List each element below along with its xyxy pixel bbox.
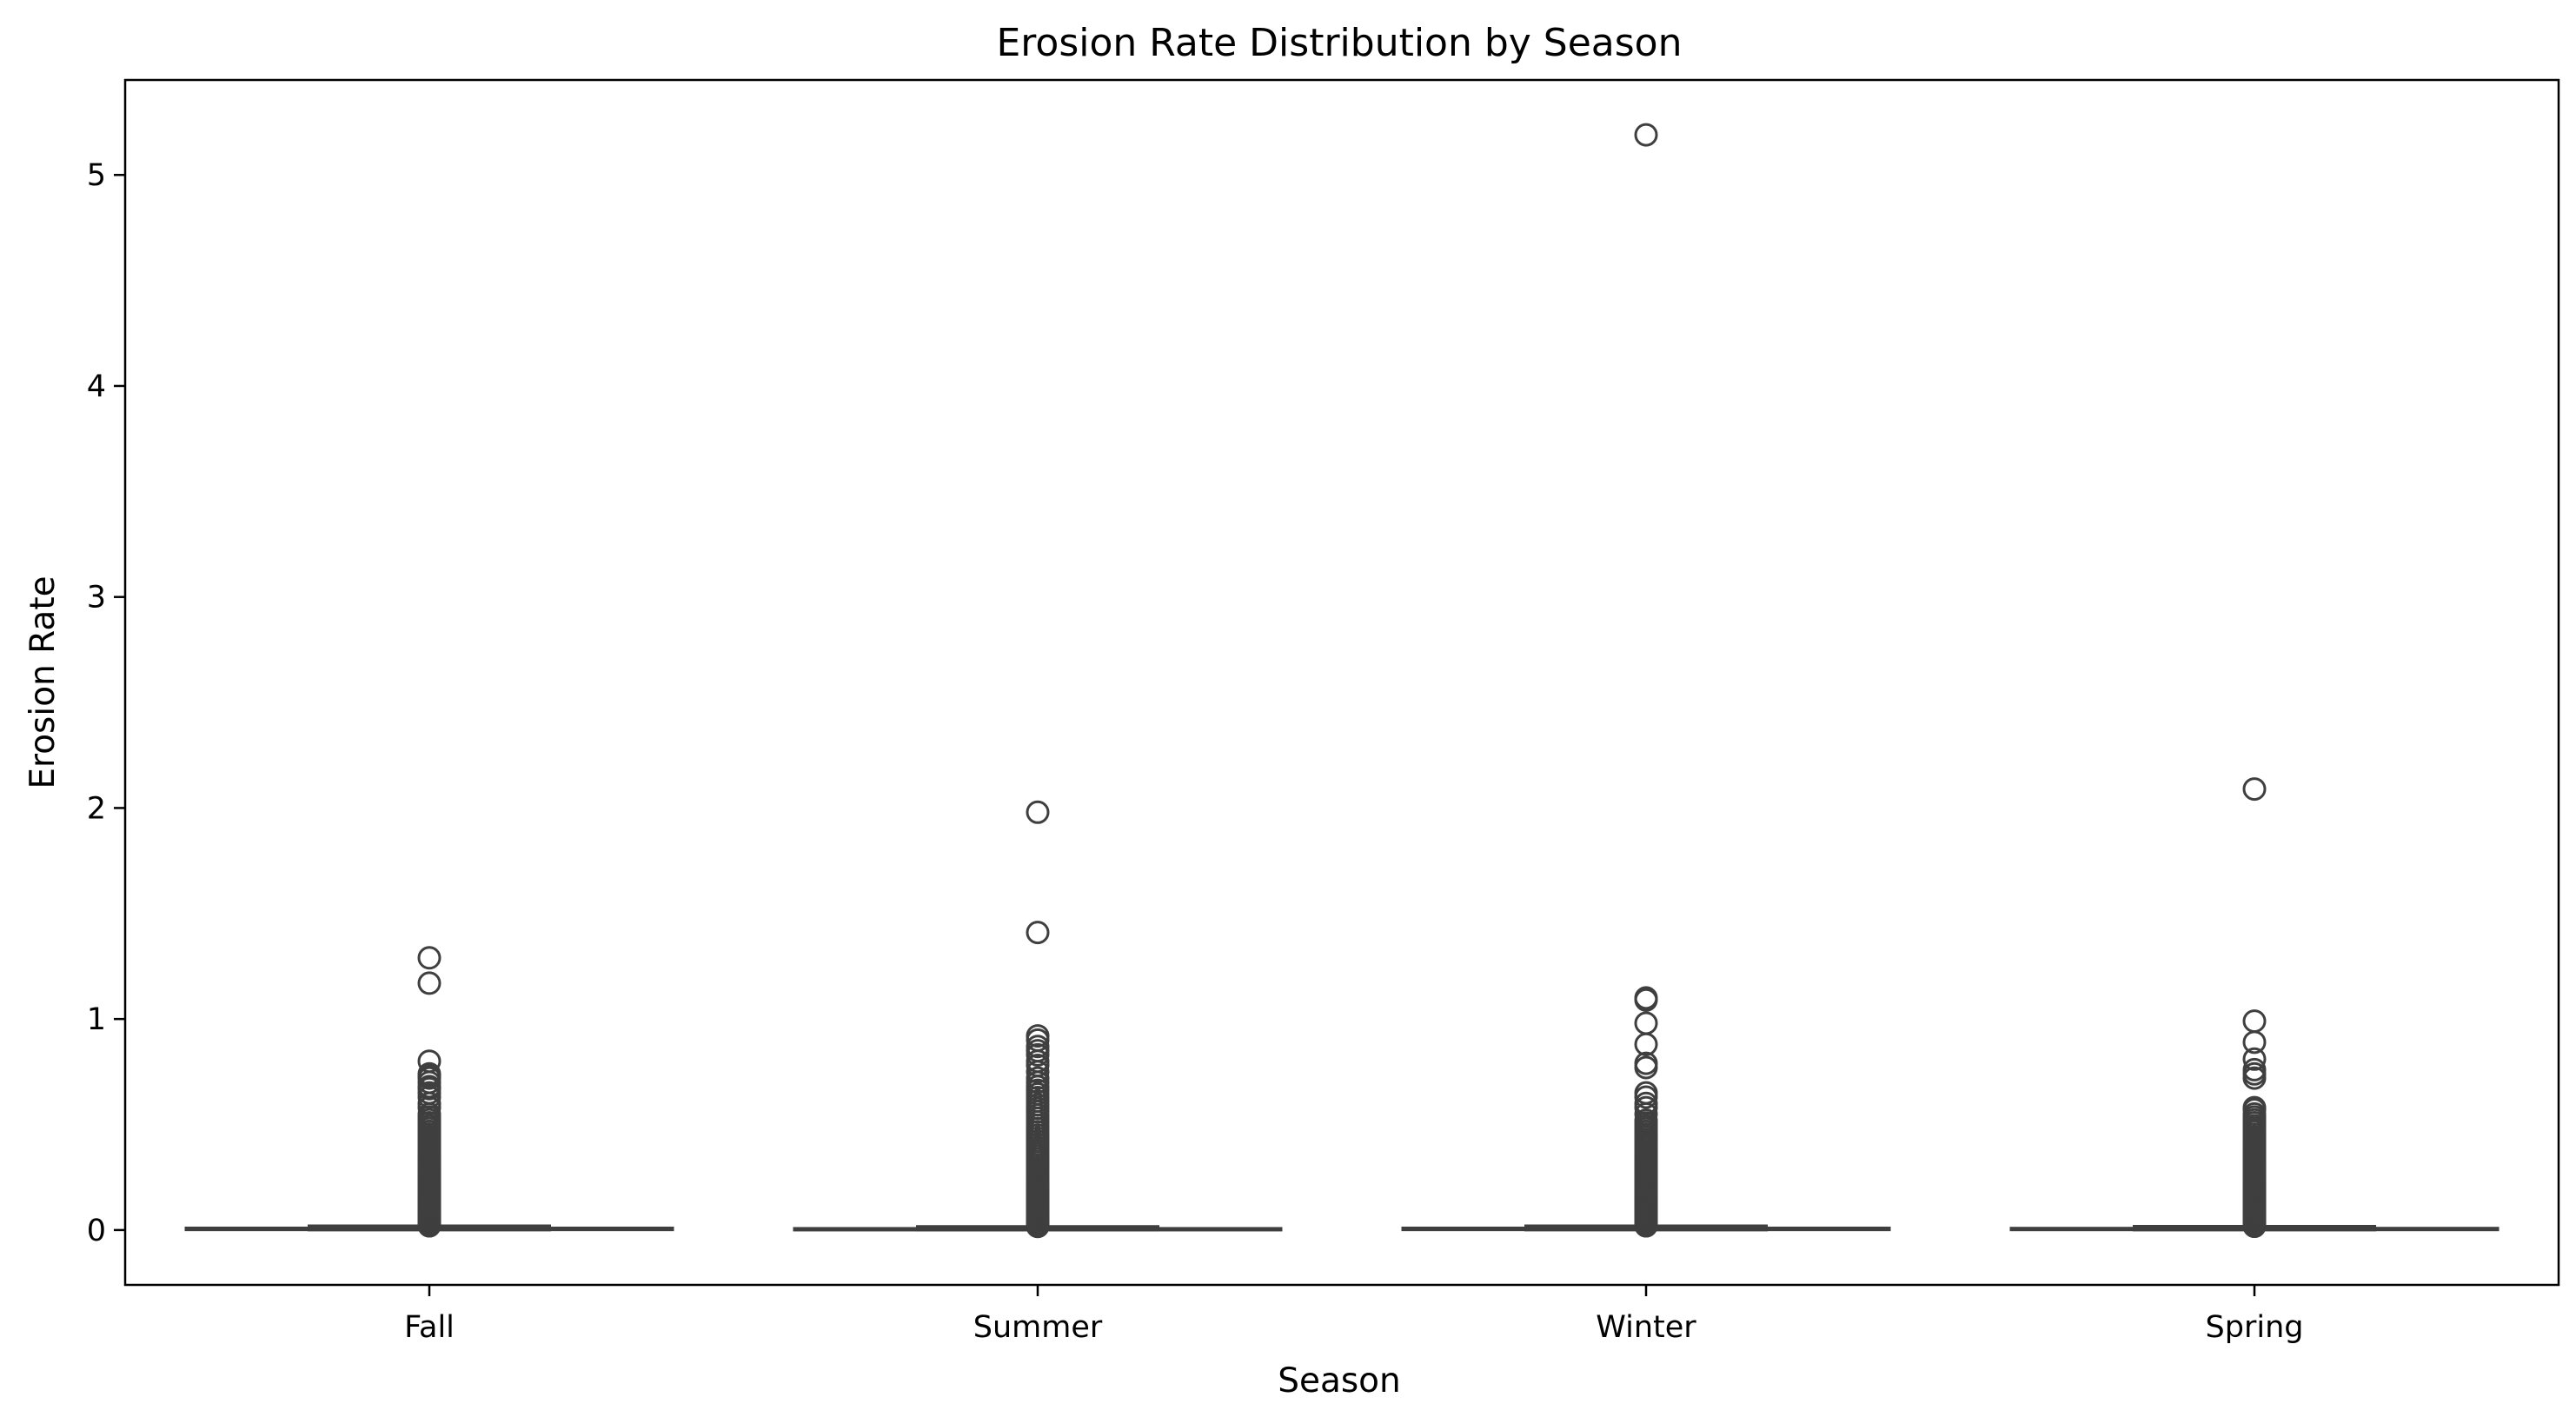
x-tick-label: Winter bbox=[1596, 1310, 1696, 1345]
dense-outliers bbox=[1634, 1108, 1658, 1238]
y-tick-label: 0 bbox=[87, 1214, 106, 1248]
outlier-point bbox=[1026, 921, 1050, 945]
outlier-point bbox=[1026, 1024, 1050, 1048]
outlier-point bbox=[1634, 986, 1658, 1010]
outlier-point bbox=[1026, 800, 1050, 824]
outlier-point bbox=[2242, 1095, 2267, 1120]
chart-title: Erosion Rate Distribution by Season bbox=[997, 21, 1683, 65]
outlier-point bbox=[417, 946, 442, 970]
outlier-point bbox=[417, 971, 442, 995]
x-tick-label: Summer bbox=[973, 1310, 1103, 1345]
box-winter bbox=[1401, 123, 1891, 1238]
outlier-point bbox=[417, 1049, 442, 1074]
y-tick-label: 5 bbox=[87, 158, 106, 193]
outlier-point bbox=[2242, 1009, 2267, 1034]
outlier-point bbox=[1026, 1035, 1050, 1059]
outlier-point bbox=[2242, 1057, 2267, 1081]
box-fall bbox=[184, 946, 674, 1238]
dense-outliers bbox=[417, 1101, 442, 1238]
box-summer bbox=[793, 800, 1283, 1239]
box-spring bbox=[2009, 777, 2500, 1239]
outlier-point bbox=[417, 1061, 442, 1086]
outlier-point bbox=[1634, 1011, 1658, 1035]
y-tick-label: 3 bbox=[87, 581, 106, 616]
y-tick-label: 2 bbox=[87, 791, 106, 826]
x-tick-label: Fall bbox=[404, 1310, 455, 1345]
x-tick-label: Spring bbox=[2206, 1310, 2304, 1345]
y-tick-label: 4 bbox=[87, 369, 106, 404]
outlier-point bbox=[2242, 777, 2267, 802]
x-axis: Fall Summer Winter Spring bbox=[404, 1285, 2303, 1345]
y-axis: 0 1 2 3 4 5 bbox=[87, 158, 125, 1248]
x-axis-label: Season bbox=[1278, 1361, 1401, 1401]
y-axis-label: Erosion Rate bbox=[23, 576, 63, 789]
plot-area-frame bbox=[123, 78, 2560, 1287]
outlier-point bbox=[1634, 1108, 1658, 1133]
outlier-point bbox=[2242, 1047, 2267, 1071]
outlier-point bbox=[1634, 123, 1658, 147]
outlier-point bbox=[1634, 1081, 1658, 1105]
dense-outliers bbox=[1026, 1075, 1050, 1239]
box-series bbox=[184, 123, 2500, 1239]
outlier-point bbox=[1634, 1051, 1658, 1075]
y-tick-label: 1 bbox=[87, 1002, 106, 1037]
outlier-point bbox=[1026, 1066, 1050, 1090]
dense-outliers bbox=[2242, 1101, 2267, 1239]
outlier-point bbox=[1634, 1091, 1658, 1115]
